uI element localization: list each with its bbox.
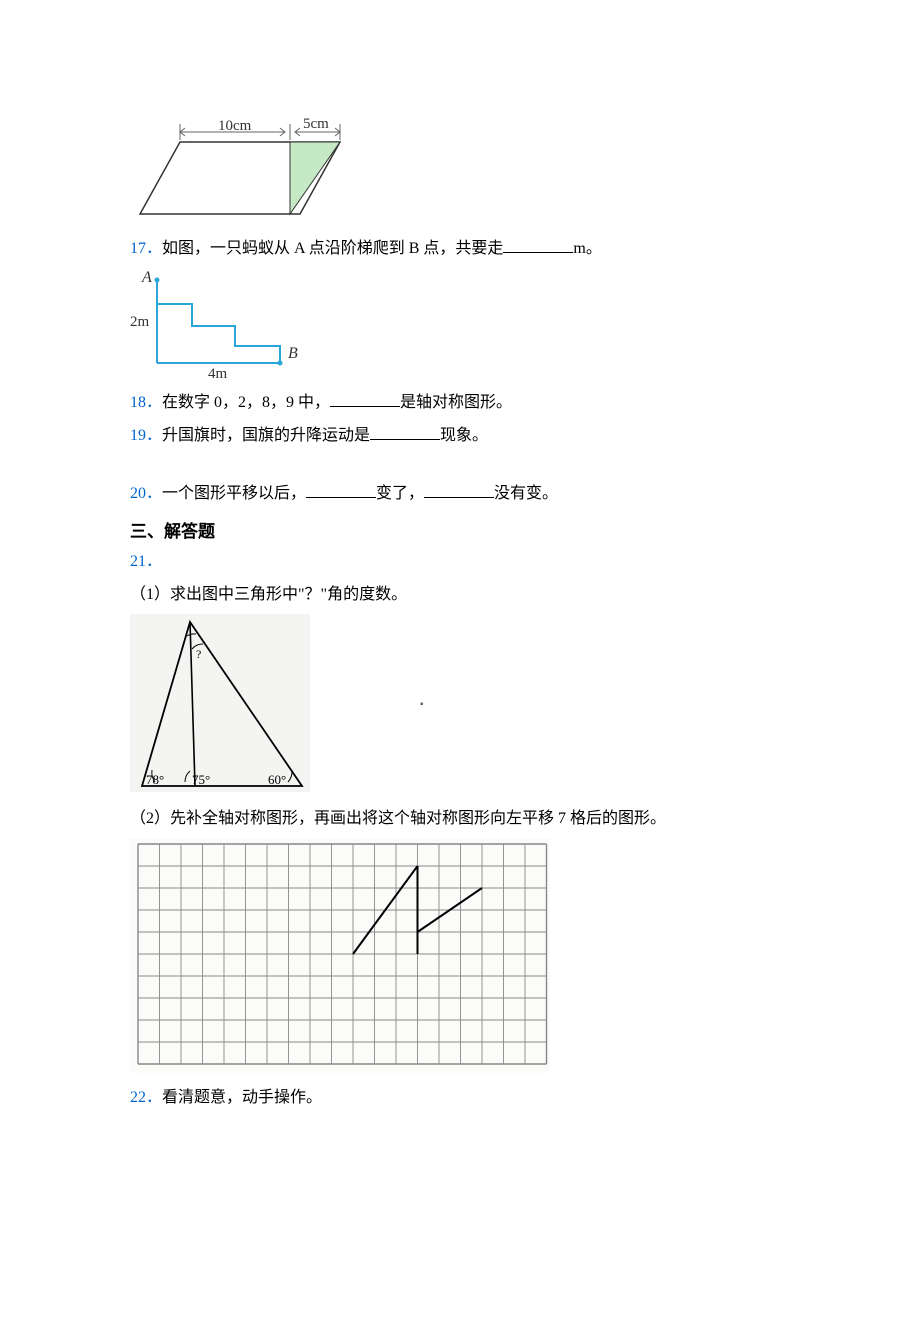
q16-figure: 10cm 5cm [130,114,790,229]
label-qmark: ? [196,647,201,661]
q17-text-a: 如图，一只蚂蚁从 A 点沿阶梯爬到 B 点，共要走 [162,240,503,257]
q19-text-a: 升国旗时，国旗的升降运动是 [162,427,370,444]
label-5cm: 5cm [303,116,329,132]
q21-num-line: 21． [130,548,790,575]
q17-blank [503,237,573,253]
q21-num: 21． [130,553,162,570]
q18-text-a: 在数字 0，2，8，9 中， [162,394,330,411]
label-2m: 2m [130,314,150,330]
q20-text-b: 变了， [376,485,424,502]
q22-num: 22． [130,1089,162,1106]
label-60: 60° [268,772,286,787]
label-B: B [288,345,298,362]
q18-line: 18．在数字 0，2，8，9 中， 是轴对称图形。 [130,389,790,416]
section-3-title: 三、解答题 [130,517,790,542]
q21b-figure [130,838,790,1078]
q21-part1: （1）求出图中三角形中"？"角的度数。 [130,581,790,608]
q17-num: 17． [130,240,162,257]
q22-line: 22．看清题意，动手操作。 [130,1084,790,1111]
q21a-figure: ? 78° 75° 60° ▪ [130,614,790,799]
q18-num: 18． [130,394,162,411]
q17-figure: A 2m B 4m [130,268,790,383]
q17-text-b: m。 [573,240,601,257]
q18-blank [330,391,400,407]
q19-line: 19．升国旗时，国旗的升降运动是 现象。 [130,422,790,449]
q19-text-b: 现象。 [440,427,488,444]
q21-part2: （2）先补全轴对称图形，再画出将这个轴对称图形向左平移 7 格后的图形。 [130,805,790,832]
q18-text-b: 是轴对称图形。 [400,394,512,411]
label-4m: 4m [208,366,228,378]
q20-blank1 [306,482,376,498]
label-A: A [141,269,152,286]
q22-text: 看清题意，动手操作。 [162,1089,322,1106]
center-dot-icon: ▪ [420,699,424,710]
q20-blank2 [424,482,494,498]
q17-line: 17．如图，一只蚂蚁从 A 点沿阶梯爬到 B 点，共要走 m。 [130,235,790,262]
q20-num: 20． [130,485,162,502]
q19-num: 19． [130,427,162,444]
label-78: 78° [146,772,164,787]
label-10cm: 10cm [218,118,252,134]
label-75: 75° [192,772,210,787]
q20-line: 20．一个图形平移以后， 变了， 没有变。 [130,480,790,507]
q20-text-c: 没有变。 [494,485,558,502]
q20-text-a: 一个图形平移以后， [162,485,306,502]
q19-blank [370,424,440,440]
